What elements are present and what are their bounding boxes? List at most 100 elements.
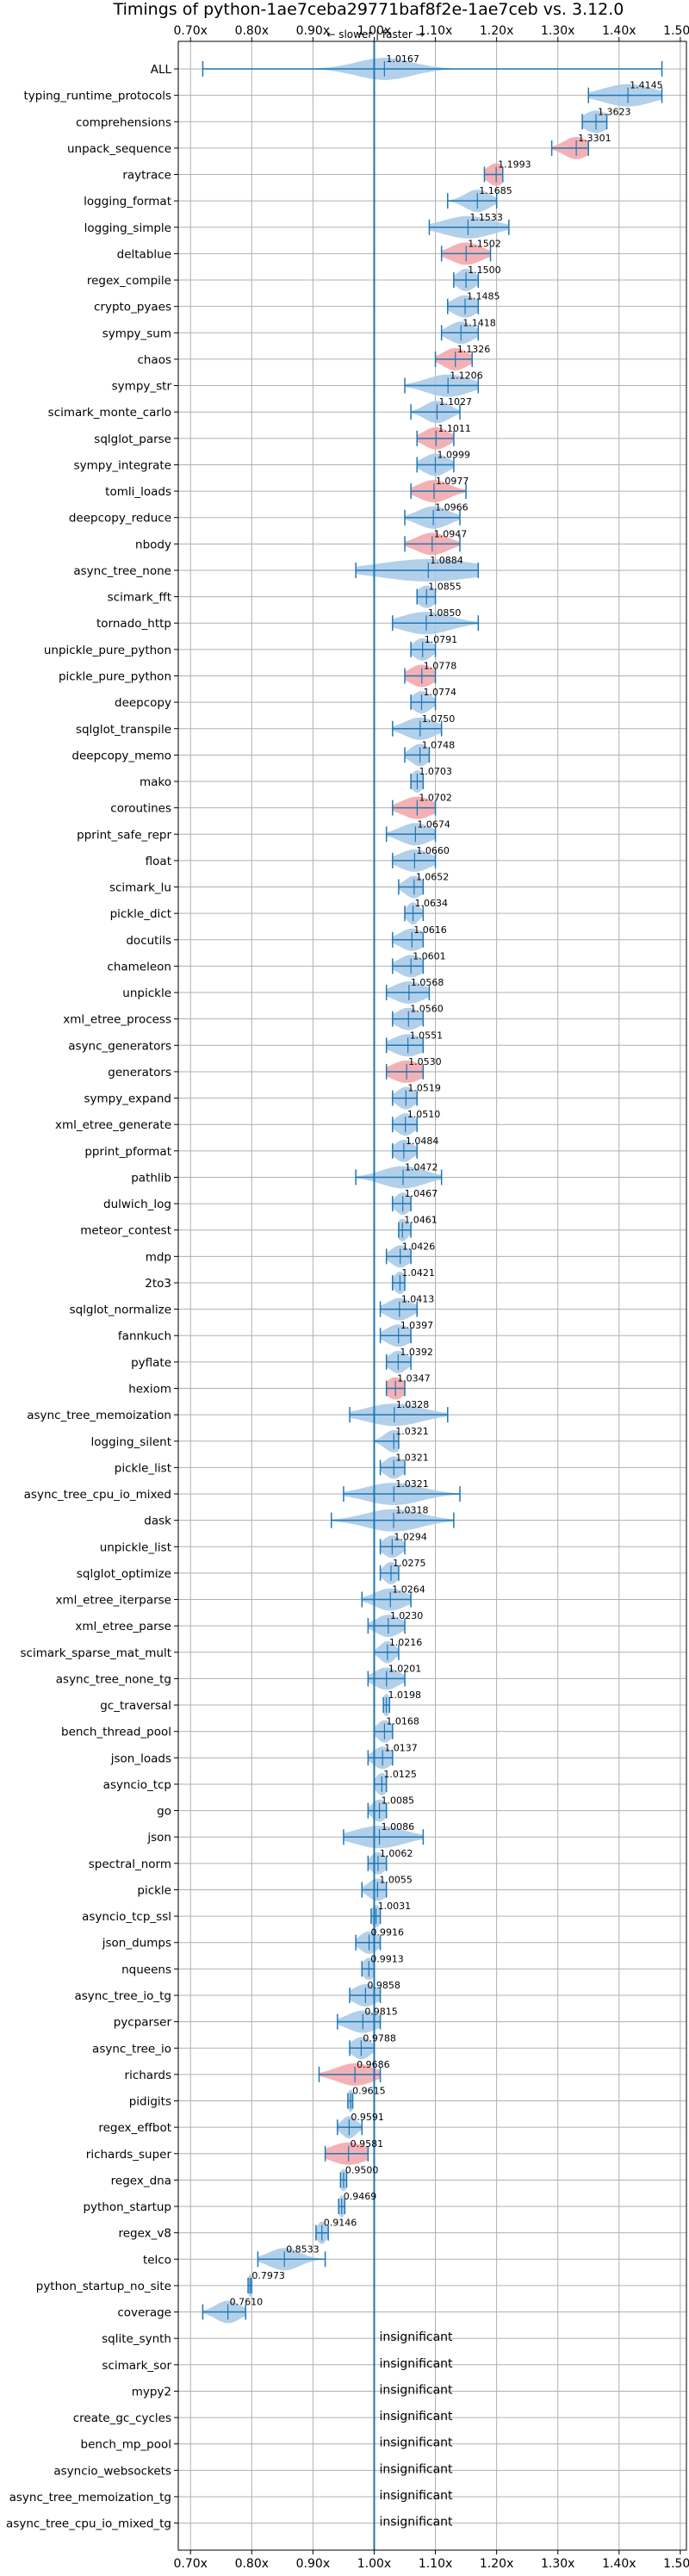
- benchmark-label: nbody: [135, 538, 171, 551]
- x-tick-label-bottom: 1.40x: [602, 2557, 636, 2571]
- value-label: 1.0167: [386, 53, 419, 65]
- value-label: 1.1418: [462, 317, 496, 328]
- benchmark-label: bench_mp_pool: [81, 2438, 171, 2452]
- value-label: 1.0198: [388, 1689, 422, 1701]
- value-label: 1.0294: [394, 1531, 427, 1542]
- benchmark-label: scimark_sparse_mat_mult: [21, 1646, 171, 1660]
- value-label: 1.0318: [395, 1505, 429, 1516]
- benchmark-label: xml_etree_iterparse: [56, 1594, 172, 1608]
- value-label: 1.0321: [395, 1452, 429, 1463]
- x-tick-label-top: 1.50x: [663, 24, 689, 38]
- benchmark-label: dask: [144, 1515, 171, 1528]
- insignificant-label: insignificant: [379, 2330, 453, 2344]
- value-label: 1.0601: [413, 950, 445, 961]
- benchmark-label: sympy_sum: [102, 327, 171, 340]
- benchmark-label: create_gc_cycles: [73, 2411, 171, 2425]
- value-label: 1.0347: [397, 1373, 431, 1384]
- benchmark-label: async_tree_memoization_tg: [9, 2491, 171, 2504]
- benchmark-label: json_loads: [110, 1752, 171, 1765]
- x-tick-label-bottom: 1.10x: [419, 2557, 452, 2571]
- x-tick-label-top: 0.90x: [296, 24, 330, 38]
- x-tick-label-bottom: 0.70x: [173, 2557, 207, 2571]
- benchmark-label: pprint_safe_repr: [77, 828, 171, 842]
- benchmark-label: ALL: [151, 63, 172, 77]
- value-label: 1.0321: [395, 1426, 429, 1437]
- value-label: 1.4145: [630, 80, 663, 91]
- x-tick-label-top: 0.70x: [173, 24, 207, 38]
- value-label: 0.7610: [230, 2297, 264, 2308]
- benchmark-label: deepcopy_reduce: [69, 512, 171, 526]
- benchmark-label: async_tree_none_tg: [56, 1672, 171, 1686]
- benchmark-label: json: [146, 1831, 171, 1845]
- x-tick-label-bottom: 1.20x: [480, 2557, 513, 2571]
- benchmark-label: scimark_sor: [102, 2359, 171, 2373]
- value-label: 1.0634: [415, 898, 449, 909]
- benchmark-label: logging_format: [84, 195, 171, 208]
- chart-title: Timings of python-1ae7ceba29771baf8f2e-1…: [113, 0, 624, 19]
- value-label: 1.0413: [401, 1294, 435, 1305]
- benchmark-label: pickle: [137, 1883, 171, 1897]
- benchmark-label: chaos: [137, 353, 171, 367]
- benchmark-label: mypy2: [132, 2385, 171, 2399]
- benchmark-label: unpickle_list: [100, 1540, 171, 1554]
- x-tick-label-top: 0.80x: [235, 24, 269, 38]
- benchmark-label: raytrace: [122, 169, 171, 183]
- benchmark-label: coroutines: [110, 802, 171, 816]
- value-label: 1.0750: [422, 713, 456, 725]
- benchmark-label: typing_runtime_protocols: [24, 90, 172, 103]
- benchmark-label: meteor_contest: [80, 1224, 171, 1238]
- value-label: 1.0472: [405, 1161, 438, 1173]
- benchmark-label: telco: [143, 2253, 171, 2267]
- x-tick-label-top: 1.10x: [419, 24, 452, 38]
- benchmark-label: comprehensions: [76, 115, 171, 129]
- value-label: 0.9469: [344, 2191, 377, 2202]
- value-label: 1.0421: [401, 1267, 435, 1279]
- value-label: 1.0085: [382, 1795, 415, 1807]
- value-label: 1.1326: [457, 344, 491, 355]
- value-label: 1.0086: [382, 1821, 415, 1832]
- value-label: 1.1502: [468, 238, 501, 249]
- benchmark-label: async_generators: [68, 1039, 171, 1053]
- benchmark-label: asyncio_tcp: [103, 1778, 171, 1792]
- benchmark-label: mako: [140, 775, 171, 789]
- x-tick-label-top: 1.30x: [541, 24, 574, 38]
- benchmark-label: json_dumps: [102, 1937, 171, 1951]
- benchmark-label: scimark_monte_carlo: [48, 406, 171, 420]
- benchmark-label: pickle_pure_python: [59, 669, 171, 683]
- value-label: 0.9581: [351, 2138, 384, 2150]
- value-label: 1.0510: [407, 1109, 441, 1120]
- value-label: 1.0966: [435, 502, 468, 513]
- benchmark-label: xml_etree_process: [63, 1013, 171, 1027]
- benchmark-label: sympy_str: [112, 380, 172, 394]
- benchmark-label: 2to3: [145, 1277, 171, 1291]
- benchmark-label: async_tree_cpu_io_mixed: [24, 1488, 171, 1502]
- value-label: 1.0321: [395, 1478, 429, 1490]
- benchmark-label: pprint_pformat: [84, 1145, 171, 1159]
- benchmark-label: async_tree_io_tg: [74, 1989, 171, 2003]
- value-label: 1.0397: [400, 1320, 434, 1331]
- benchmark-label: sqlglot_optimize: [77, 1567, 171, 1581]
- benchmark-label: go: [157, 1805, 171, 1819]
- value-label: 1.0530: [408, 1056, 442, 1067]
- value-label: 0.9788: [363, 2032, 396, 2044]
- value-label: 0.9815: [364, 2007, 398, 2018]
- value-label: 1.0947: [434, 528, 468, 539]
- value-label: 1.1533: [469, 212, 503, 223]
- value-label: 1.0999: [437, 449, 470, 460]
- x-tick-label-top: 1.40x: [602, 24, 636, 38]
- benchmark-label: logging_silent: [91, 1435, 171, 1449]
- benchmark-label: spectral_norm: [89, 1857, 171, 1871]
- benchmark-label: gc_traversal: [100, 1699, 171, 1713]
- value-label: 0.9591: [351, 2112, 384, 2123]
- value-label: 1.0660: [416, 845, 449, 856]
- x-tick-label-bottom: 0.80x: [235, 2557, 269, 2571]
- insignificant-label: insignificant: [379, 2516, 453, 2529]
- benchmark-label: float: [146, 855, 171, 868]
- value-label: 1.0616: [413, 924, 446, 936]
- benchmark-label: nqueens: [121, 1963, 171, 1976]
- value-label: 1.0328: [396, 1399, 430, 1410]
- benchmark-label: xml_etree_parse: [75, 1620, 171, 1633]
- x-tick-label-bottom: 1.00x: [357, 2557, 391, 2571]
- insignificant-label: insignificant: [379, 2436, 453, 2450]
